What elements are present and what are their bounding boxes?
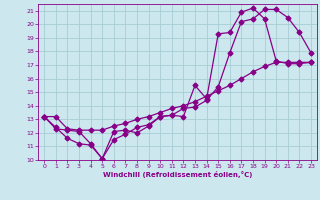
- X-axis label: Windchill (Refroidissement éolien,°C): Windchill (Refroidissement éolien,°C): [103, 171, 252, 178]
